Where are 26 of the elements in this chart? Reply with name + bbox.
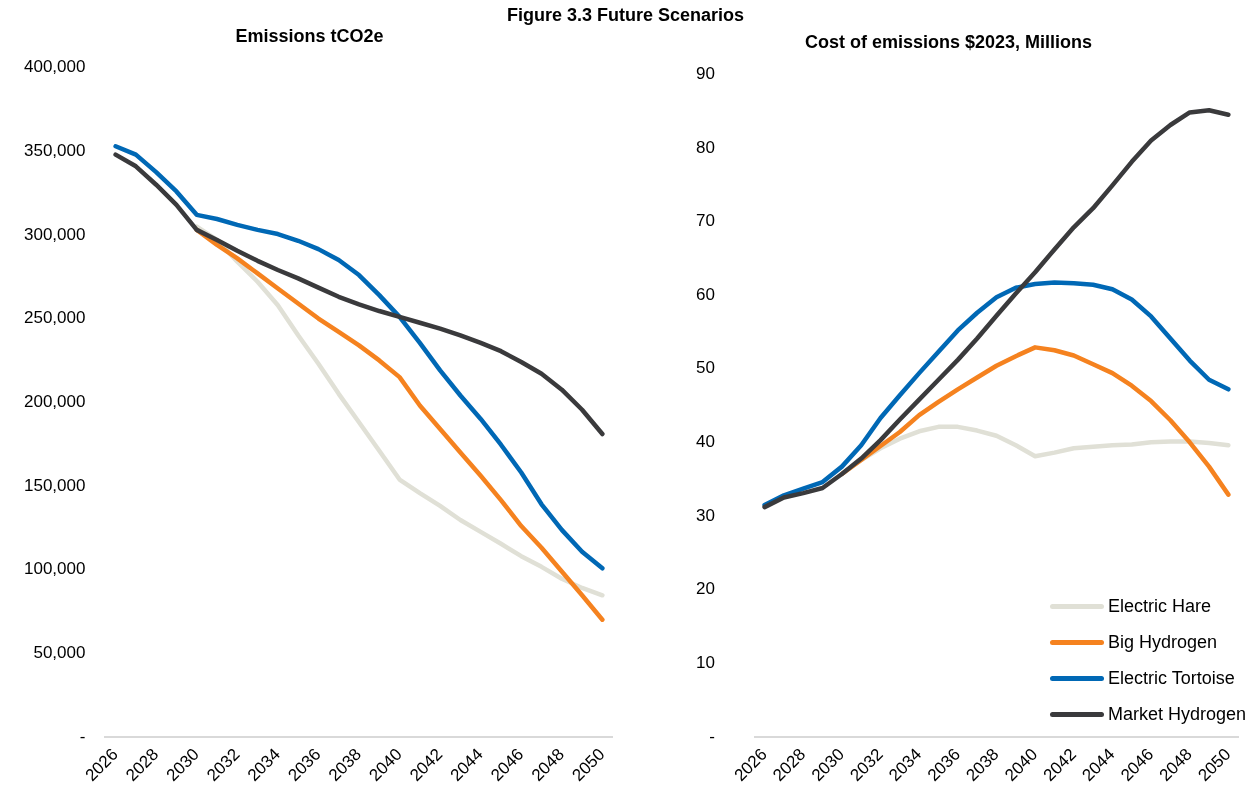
y-tick-label: - xyxy=(79,726,86,746)
legend-label: Market Hydrogen xyxy=(1108,704,1247,726)
legend-label: Electric Tortoise xyxy=(1108,668,1235,690)
y-tick-label: 150,000 xyxy=(24,475,86,495)
y-tick-label: 400,000 xyxy=(24,57,86,77)
chart-title: Cost of emissions $2023, Millions xyxy=(804,32,1093,53)
chart-title: Figure 3.3 Future Scenarios xyxy=(505,4,746,25)
y-tick-label: - xyxy=(709,726,715,746)
legend-label: Electric Hare xyxy=(1108,596,1212,618)
y-tick-label: 200,000 xyxy=(24,391,86,411)
y-tick-label: 80 xyxy=(695,137,715,157)
y-tick-label: 30 xyxy=(695,505,715,525)
y-tick-label: 300,000 xyxy=(24,224,86,244)
y-tick-label: 100,000 xyxy=(24,559,86,579)
y-tick-label: 50 xyxy=(695,358,715,378)
y-tick-label: 60 xyxy=(695,284,715,304)
y-tick-label: 40 xyxy=(695,432,715,452)
y-tick-label: 250,000 xyxy=(24,308,86,328)
y-tick-label: 10 xyxy=(695,652,715,672)
chart-subtitle: Emissions tCO2e xyxy=(235,25,384,46)
y-tick-label: 70 xyxy=(695,211,715,231)
y-tick-label: 50,000 xyxy=(33,642,86,662)
y-tick-label: 20 xyxy=(695,579,715,599)
y-tick-label: 90 xyxy=(695,63,715,83)
y-tick-label: 350,000 xyxy=(24,140,86,160)
legend-label: Big Hydrogen xyxy=(1108,632,1218,654)
